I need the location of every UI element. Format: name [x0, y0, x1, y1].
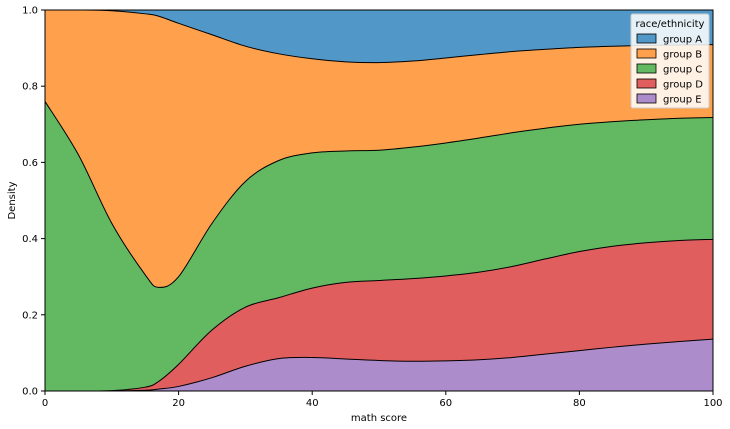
x-tick-label: 60 [439, 398, 452, 409]
x-tick-label: 0 [42, 398, 48, 409]
legend-label-group-e: group E [663, 95, 702, 106]
x-tick-label: 20 [172, 398, 185, 409]
x-axis-ticks: 0 20 40 60 80 100 [42, 391, 723, 409]
legend: race/ethnicity group A group B group C grou… [630, 13, 710, 109]
y-tick-label: 1.0 [22, 6, 38, 17]
legend-label-group-b: group B [663, 50, 702, 61]
area-group-d [45, 239, 713, 392]
y-tick-label: 0.4 [22, 234, 38, 245]
legend-label-group-d: group D [663, 80, 703, 91]
area-group-a [45, 9, 713, 63]
boundary-line-group-e [45, 338, 714, 392]
boundary-line-group-b [44, 9, 714, 64]
legend-label-group-a: group A [663, 35, 702, 46]
y-axis-label: Density [7, 181, 18, 219]
boundary-line-group-d [44, 238, 714, 392]
area-group-b [45, 9, 713, 288]
legend-swatch-group-c [636, 63, 657, 74]
legend-swatch-group-d [636, 78, 657, 89]
boundary-line-group-c [44, 101, 714, 288]
y-tick-label: 0.0 [22, 387, 38, 398]
area-group-c [45, 101, 713, 392]
plot-frame [44, 9, 714, 392]
x-tick-label: 80 [573, 398, 586, 409]
y-tick-label: 0.2 [22, 310, 38, 321]
x-axis-label: math score [351, 413, 407, 424]
legend-swatch-group-b [636, 48, 657, 59]
x-tick-label: 100 [703, 398, 722, 409]
legend-swatch-group-a [636, 33, 657, 44]
area-layers [45, 9, 713, 392]
y-tick-label: 0.8 [22, 82, 38, 93]
y-axis-ticks: 0.0 0.2 0.4 0.6 0.8 1.0 [22, 6, 45, 398]
legend-title: race/ethnicity [636, 19, 705, 30]
legend-label-group-c: group C [663, 65, 702, 76]
x-tick-label: 40 [306, 398, 319, 409]
y-tick-label: 0.6 [22, 158, 38, 169]
legend-swatch-group-e [636, 93, 657, 104]
boundary-lines [44, 9, 714, 392]
